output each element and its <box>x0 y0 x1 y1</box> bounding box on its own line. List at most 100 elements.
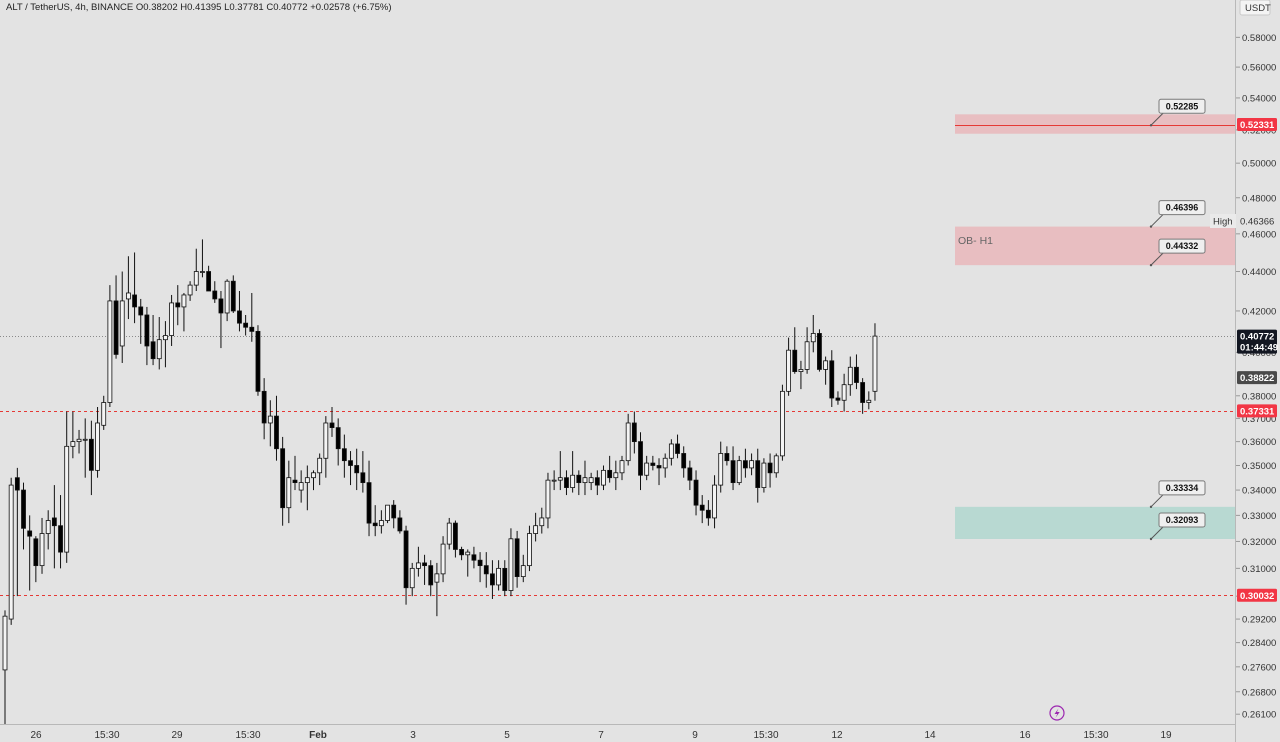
candle[interactable] <box>415 546 421 577</box>
candle[interactable] <box>304 465 310 511</box>
candle[interactable] <box>335 418 341 466</box>
candle[interactable] <box>397 510 403 534</box>
candle[interactable] <box>428 560 434 597</box>
candle[interactable] <box>557 451 563 491</box>
candle[interactable] <box>564 470 569 496</box>
candle[interactable] <box>45 510 51 550</box>
candle[interactable] <box>829 350 835 408</box>
candle[interactable] <box>64 411 70 563</box>
candle[interactable] <box>2 610 8 724</box>
candle[interactable] <box>582 460 588 496</box>
candle[interactable] <box>372 505 378 537</box>
price-callout[interactable]: 0.46396 <box>1149 200 1206 228</box>
candle[interactable] <box>551 470 557 491</box>
candle[interactable] <box>798 360 804 390</box>
candle[interactable] <box>237 291 242 332</box>
candle[interactable] <box>150 314 156 366</box>
candle[interactable] <box>354 448 360 491</box>
candle[interactable] <box>267 400 273 447</box>
candle[interactable] <box>588 472 594 491</box>
candle[interactable] <box>866 391 872 410</box>
candle[interactable] <box>786 337 791 396</box>
candle[interactable] <box>656 458 662 486</box>
candle[interactable] <box>391 500 397 529</box>
candle[interactable] <box>490 560 495 599</box>
candle[interactable] <box>341 434 347 478</box>
candle[interactable] <box>810 314 816 353</box>
candle[interactable] <box>570 451 576 493</box>
candle[interactable] <box>181 292 187 332</box>
candle[interactable] <box>76 429 82 454</box>
candle[interactable] <box>33 536 39 583</box>
candle[interactable] <box>668 439 674 466</box>
candle[interactable] <box>693 470 699 516</box>
candle[interactable] <box>675 434 680 459</box>
candle[interactable] <box>385 504 390 524</box>
candle[interactable] <box>619 455 625 481</box>
candle[interactable] <box>477 552 483 583</box>
candle[interactable] <box>471 546 477 569</box>
callouts-layer[interactable]: 0.52285 0.46396 0.44332 0.33334 0.32093 <box>1149 98 1206 541</box>
price-callout[interactable]: 0.44332 <box>1149 238 1206 267</box>
candle[interactable] <box>329 407 335 437</box>
candle[interactable] <box>730 446 736 491</box>
time-axis[interactable]: 26 15:30 29 15:30 Feb 3 5 7 9 15:30 12 14 16 15:30 19 <box>30 730 1172 741</box>
candle[interactable] <box>854 354 859 390</box>
candle[interactable] <box>576 470 582 496</box>
candle[interactable] <box>132 252 137 324</box>
candle[interactable] <box>860 378 866 414</box>
price-callout[interactable]: 0.33334 <box>1149 480 1206 509</box>
candle[interactable] <box>280 436 286 526</box>
candle[interactable] <box>422 554 427 585</box>
candle[interactable] <box>453 520 458 558</box>
candle[interactable] <box>662 453 668 478</box>
candle[interactable] <box>804 327 810 374</box>
candle[interactable] <box>767 453 773 488</box>
candle[interactable] <box>193 248 199 292</box>
candle[interactable] <box>249 292 255 342</box>
candle[interactable] <box>243 314 249 336</box>
candle[interactable] <box>8 477 14 625</box>
candle[interactable] <box>446 517 452 550</box>
candle[interactable] <box>311 470 316 491</box>
zone-supply-top[interactable] <box>955 114 1235 134</box>
candle[interactable] <box>465 549 471 577</box>
candle[interactable] <box>718 441 724 493</box>
candle[interactable] <box>70 411 76 459</box>
candle[interactable] <box>261 378 267 440</box>
candle[interactable] <box>508 528 514 597</box>
candle[interactable] <box>113 275 119 359</box>
candle[interactable] <box>206 265 212 292</box>
candle[interactable] <box>101 395 107 430</box>
candle[interactable] <box>761 458 767 493</box>
candle[interactable] <box>724 446 730 466</box>
candle[interactable] <box>95 407 100 478</box>
candle[interactable] <box>638 432 643 491</box>
candle[interactable] <box>82 418 88 478</box>
candle[interactable] <box>88 420 94 496</box>
candle[interactable] <box>298 470 304 503</box>
candle[interactable] <box>459 546 464 561</box>
candle[interactable] <box>138 298 144 344</box>
candle[interactable] <box>200 239 205 278</box>
candle[interactable] <box>533 512 539 542</box>
candle[interactable] <box>378 510 384 534</box>
candle[interactable] <box>14 467 20 597</box>
candle[interactable] <box>483 552 489 588</box>
candle[interactable] <box>224 279 230 322</box>
candle[interactable] <box>545 472 551 529</box>
candle[interactable] <box>613 460 619 491</box>
candle[interactable] <box>705 500 711 526</box>
candle[interactable] <box>163 321 168 368</box>
candle[interactable] <box>712 475 717 529</box>
candle[interactable] <box>366 460 372 537</box>
price-callout[interactable]: 0.52285 <box>1149 98 1206 127</box>
candles-layer[interactable] <box>2 239 878 724</box>
candle[interactable] <box>169 294 174 346</box>
candle[interactable] <box>292 455 298 491</box>
candle[interactable] <box>348 451 353 486</box>
candle[interactable] <box>736 455 742 486</box>
candle[interactable] <box>212 281 218 303</box>
lightning-bolt-icon[interactable] <box>1049 705 1065 721</box>
